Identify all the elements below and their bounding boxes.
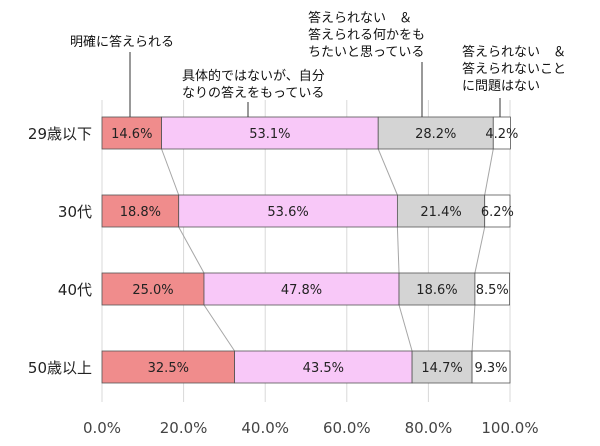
bars: 14.6% 53.1% 28.2% 4.2% 18.8% 53.6% 21.4% 6.2% 25… [101, 116, 518, 384]
bar-segment [411, 350, 473, 384]
connector-line [474, 226, 486, 274]
bar-segment [101, 194, 180, 228]
data-label: 18.6% [416, 283, 457, 298]
data-label: 25.0% [132, 283, 173, 298]
data-label: 32.5% [148, 361, 189, 376]
x-axis-tick-labels: 0.0% 20.0% 40.0% 60.0% 80.0% 100.0% [83, 419, 539, 437]
category-label: 29歳以下 [28, 125, 92, 143]
bar-segment [396, 194, 486, 228]
category-label: 40代 [58, 281, 92, 299]
bar-segment [101, 350, 236, 384]
data-label: 43.5% [303, 361, 344, 376]
data-label: 21.4% [420, 205, 461, 220]
category-label: 30代 [58, 203, 92, 221]
annotation-leader-lines [129, 52, 501, 117]
bar-segment [398, 272, 476, 306]
series-annotation-3: 答えられない ＆ 答えられる何かをも ちたいと思っている [308, 11, 426, 60]
data-label: 28.2% [415, 127, 456, 142]
series-annotation-1: 明確に答えられる [70, 35, 175, 50]
data-label: 53.6% [267, 205, 308, 220]
bar-segment [484, 194, 511, 228]
x-tick-label: 80.0% [405, 419, 453, 437]
connector-line [178, 226, 205, 274]
data-label: 14.7% [421, 361, 462, 376]
bar-segment [178, 194, 398, 228]
connector-line [471, 304, 476, 352]
bar-segment [492, 116, 511, 150]
connector-line [377, 148, 398, 196]
connector-line [484, 148, 494, 196]
data-label: 18.8% [120, 205, 161, 220]
data-label: 9.3% [475, 361, 508, 376]
data-label: 8.5% [476, 283, 509, 298]
connector-line [161, 148, 180, 196]
connector-line [398, 304, 413, 352]
connector-line [396, 226, 400, 274]
connector-line [203, 304, 236, 352]
series-annotation-2: 具体的ではないが、自分 なりの答えをもっている [182, 69, 325, 101]
data-label: 53.1% [249, 127, 290, 142]
bar-segment [474, 272, 510, 306]
data-label: 4.2% [485, 127, 518, 142]
x-tick-label: 20.0% [160, 419, 208, 437]
series-annotation-4: 答えられない ＆ 答えられないこと に問題はない [462, 45, 567, 94]
bar-segment [203, 272, 400, 306]
data-label: 47.8% [281, 283, 322, 298]
bar-segment [101, 116, 162, 150]
bar-segment [471, 350, 511, 384]
x-tick-label: 60.0% [323, 419, 371, 437]
bar-segment [101, 272, 205, 306]
series-connector-lines [161, 148, 494, 352]
bar-segment [234, 350, 413, 384]
data-label: 6.2% [481, 205, 514, 220]
y-axis-labels: 29歳以下 30代 40代 50歳以上 [28, 125, 92, 377]
x-tick-label: 0.0% [83, 419, 121, 437]
data-label: 14.6% [111, 127, 152, 142]
category-label: 50歳以上 [28, 359, 92, 377]
x-tick-label: 40.0% [241, 419, 289, 437]
x-tick-label: 100.0% [481, 419, 538, 437]
